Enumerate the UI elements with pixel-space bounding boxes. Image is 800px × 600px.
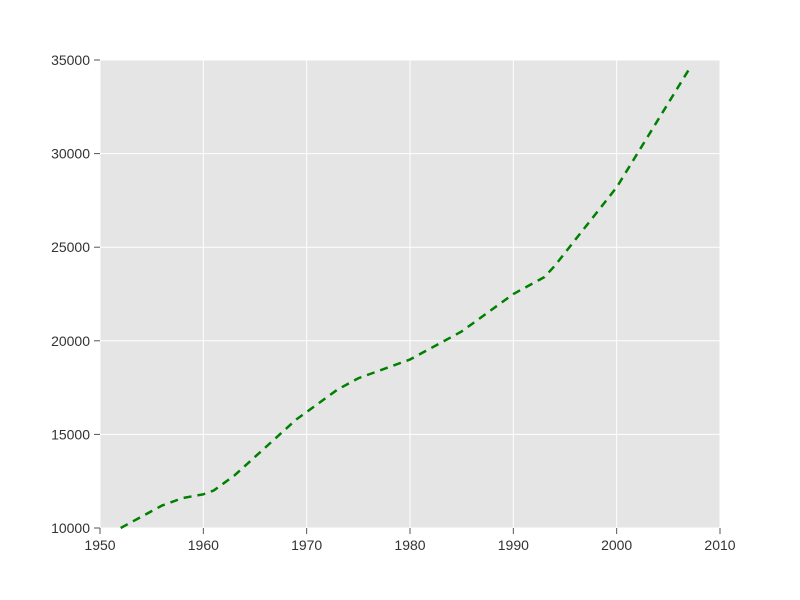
chart-container: 1950 1960 1970 1980 1990 2000 2010 10000 15000 20… xyxy=(0,0,800,600)
x-tick-label: 1980 xyxy=(394,537,425,553)
y-tick-label: 10000 xyxy=(51,520,90,536)
x-tick-label: 1990 xyxy=(498,537,529,553)
y-tick-label: 25000 xyxy=(51,239,90,255)
x-tick-label: 2010 xyxy=(704,537,735,553)
x-tick-label: 1970 xyxy=(291,537,322,553)
y-tick-label: 30000 xyxy=(51,146,90,162)
line-chart: 1950 1960 1970 1980 1990 2000 2010 10000 15000 20… xyxy=(0,0,800,600)
x-tick-label: 1950 xyxy=(84,537,115,553)
y-tick-label: 15000 xyxy=(51,426,90,442)
x-tick-label: 1960 xyxy=(188,537,219,553)
y-tick-label: 20000 xyxy=(51,333,90,349)
y-tick-label: 35000 xyxy=(51,52,90,68)
x-tick-label: 2000 xyxy=(601,537,632,553)
